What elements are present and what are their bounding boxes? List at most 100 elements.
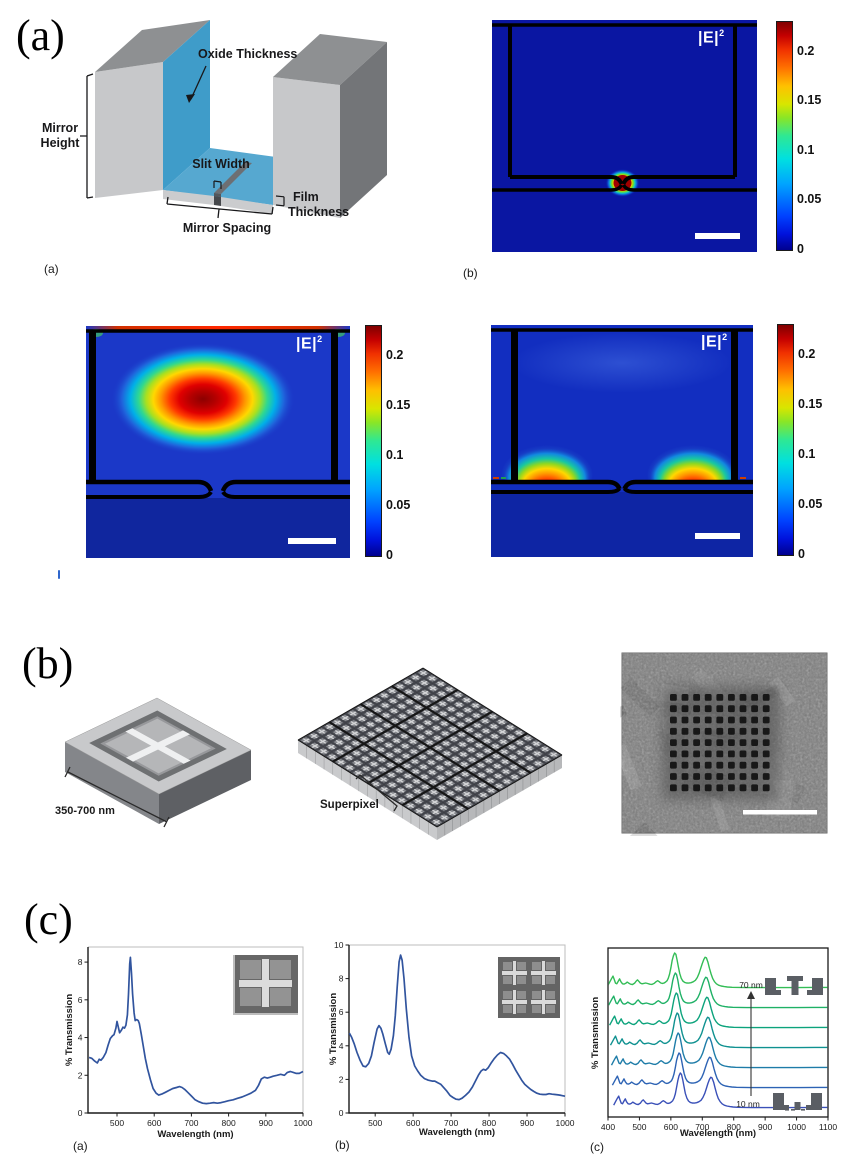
y-tick-label: 6 — [78, 995, 83, 1005]
icon-thick-structure — [765, 976, 823, 995]
field-intensity-label: |E|2 — [701, 332, 728, 351]
x-tick-label: 700 — [184, 1118, 198, 1128]
slit-width-label: Slit Width — [192, 157, 250, 171]
colorbar-tick-label: 0 — [797, 242, 804, 256]
x-axis-label: Wavelength (nm) — [419, 1127, 495, 1138]
cavity-schematic: Oxide Thickness Mirror Height Slit Width… — [41, 20, 387, 235]
aperture-square — [517, 975, 526, 984]
right-mirror-front — [273, 77, 340, 218]
y-tick-label: 4 — [78, 1033, 83, 1043]
x-axis-label: Wavelength (nm) — [157, 1129, 233, 1140]
e-label-text: |E| — [296, 335, 318, 353]
field-intensity-label: |E|2 — [698, 28, 725, 47]
field-intensity-label: |E|2 — [296, 334, 323, 353]
x-tick-label: 1100 — [819, 1122, 838, 1132]
icon-thin-structure — [773, 1093, 822, 1111]
cross-bar-horizontal — [502, 971, 527, 975]
x-tick-label: 700 — [695, 1122, 709, 1132]
x-tick-label: 900 — [259, 1118, 273, 1128]
hole-array — [670, 694, 770, 792]
x-tick-label: 600 — [664, 1122, 678, 1132]
x-tick-label: 800 — [482, 1118, 496, 1128]
film-thickness-label-2: Thickness — [288, 205, 349, 219]
aperture-square — [503, 962, 512, 971]
colorbar-tick-label: 0.15 — [798, 397, 823, 411]
top-red-strip — [86, 326, 350, 331]
x-tick-label: 1000 — [294, 1118, 313, 1128]
mirror-height-label-2: Height — [41, 136, 81, 150]
substrate-region — [491, 492, 753, 557]
edge-artifact-2 — [501, 477, 506, 479]
y-tick-label: 2 — [339, 1074, 344, 1084]
colorbar-2 — [365, 325, 382, 557]
chart1-sublabel: (a) — [73, 1139, 88, 1153]
aperture-square — [517, 991, 526, 1000]
y-axis-label: % Transmission — [64, 994, 75, 1067]
field-plot-sublabel: (b) — [463, 266, 478, 280]
pixel-cells — [297, 667, 563, 828]
plot-frame-light — [349, 944, 566, 1113]
spectrum-curve-30nm — [610, 1032, 828, 1069]
x-tick-label: 900 — [520, 1118, 534, 1128]
field-background — [492, 20, 757, 252]
colorbar-tick-label: 0.1 — [386, 448, 404, 462]
transmission-chart-thickness-series: 400 500 600 700 800 900 1000 1100 Wavelength (nm… — [590, 947, 838, 1139]
cross-bar-horizontal — [502, 1000, 527, 1004]
slit-ridge — [214, 162, 252, 194]
x-tick-label: 1000 — [787, 1122, 806, 1132]
mirror-spacing-label: Mirror Spacing — [183, 221, 271, 235]
dimension-line — [64, 766, 170, 828]
annotation-10nm: 10 nm — [736, 1099, 760, 1109]
cross-bar-horizontal — [531, 1000, 556, 1004]
panel-c-letter: (c) — [24, 895, 73, 944]
aperture-square — [240, 960, 261, 979]
e-label-exp: 2 — [317, 334, 323, 344]
aperture-square — [517, 1004, 526, 1013]
pixel-right-face — [159, 750, 251, 824]
slit-gap — [214, 196, 221, 206]
pixel-left-face — [65, 742, 159, 824]
film-thickness-label-1: Film — [293, 190, 319, 204]
chart3-sublabel: (c) — [590, 1140, 604, 1154]
pixel-post — [135, 749, 182, 774]
e-label-exp: 2 — [722, 332, 728, 342]
upper-wash — [512, 333, 732, 393]
e-label-exp: 2 — [719, 28, 725, 38]
y-tick-label: 0 — [78, 1108, 83, 1118]
superpixel-divider — [422, 667, 563, 756]
stray-mark — [58, 570, 60, 579]
right-mirror-top — [273, 34, 387, 85]
plot-frame-light — [88, 946, 304, 1113]
x-tick-label: 600 — [147, 1118, 161, 1128]
spectra-stack — [608, 952, 828, 1109]
spectrum-curve — [348, 954, 566, 1101]
cross-bar-horizontal — [239, 979, 292, 987]
pixel-post — [134, 718, 181, 743]
x-tick-label: 500 — [368, 1118, 382, 1128]
y-axis-label: % Transmission — [328, 993, 339, 1066]
y-axis-label: % Transmission — [590, 997, 601, 1070]
y-tick-label: 10 — [334, 940, 344, 950]
transmission-chart-single-pixel: 500 600 700 800 900 1000 0 2 4 6 8 Wavelength (nm)%… — [64, 946, 313, 1140]
colorbar-tick-label: 0.2 — [798, 347, 816, 361]
cavity-walls — [508, 25, 737, 177]
colorbar-tick-label: 0.15 — [797, 93, 822, 107]
spectrum-curve-70nm — [608, 952, 828, 989]
colorbar-tick-label: 0.05 — [798, 497, 823, 511]
y-tick-label: 0 — [339, 1108, 344, 1118]
left-mirror-top — [95, 20, 210, 72]
colorbar-tick-label: 0.15 — [386, 398, 411, 412]
oxide-thickness-label: Oxide Thickness — [198, 47, 297, 61]
superpixel-array-schematic: Superpixel — [297, 667, 563, 840]
spectrum-curve-50nm — [608, 992, 828, 1029]
field-plot-cavity-mode — [86, 326, 350, 558]
colorbar-tick-label: 0.05 — [386, 498, 411, 512]
spectrum-curve-40nm — [609, 1012, 828, 1049]
superpixel-divider — [401, 732, 528, 807]
cavity-bottom-line — [510, 175, 735, 185]
thickness-arrowhead — [747, 991, 755, 999]
film-left — [163, 190, 214, 205]
x-tick-label: 400 — [601, 1122, 615, 1132]
cavity-bottom-line — [86, 479, 350, 492]
